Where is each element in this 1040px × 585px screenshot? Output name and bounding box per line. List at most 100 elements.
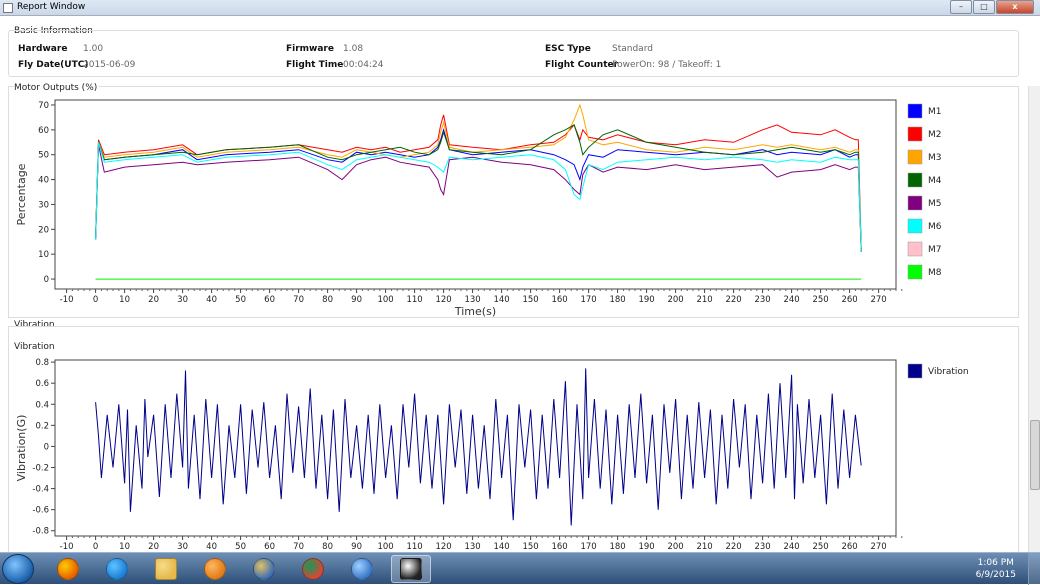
x-tick-label: 160	[551, 295, 567, 305]
scrollbar-thumb[interactable]	[1030, 420, 1040, 490]
legend-label: M5	[928, 199, 942, 209]
x-tick-label: 170	[580, 295, 596, 305]
minimize-button[interactable]: –	[950, 0, 972, 14]
x-tick-label: 250	[812, 542, 828, 552]
x-tick-label: 190	[638, 542, 654, 552]
x-tick-label: 200	[667, 295, 683, 305]
paint-icon	[253, 558, 275, 580]
x-tick-label: 190	[638, 295, 654, 305]
close-button[interactable]: x	[996, 0, 1034, 14]
x-tick-label: 140	[493, 295, 509, 305]
y-axis-label: Percentage	[15, 163, 28, 225]
legend-swatch	[907, 126, 923, 142]
vibration-chart-label: Vibration	[14, 342, 55, 352]
x-tick-label: 150	[522, 295, 538, 305]
x-tick-label: 260	[841, 295, 857, 305]
legend-label: M8	[928, 268, 942, 278]
legend-swatch	[907, 103, 923, 119]
x-tick-label: 120	[435, 542, 451, 552]
x-tick-label: 220	[725, 295, 741, 305]
legend-swatch	[907, 241, 923, 257]
y-tick-label: 50	[38, 151, 49, 161]
clock[interactable]: 1:06 PM 6/9/2015	[976, 557, 1016, 581]
taskbar-button-ie[interactable]	[97, 555, 137, 583]
taskbar-button-paint[interactable]	[244, 555, 284, 583]
y-tick-label: 0.4	[35, 400, 49, 410]
x-tick-label: 130	[464, 295, 480, 305]
firmware-value: 1.08	[343, 44, 364, 54]
x-tick-label: 70	[293, 295, 304, 305]
hardware-value: 1.00	[83, 44, 104, 54]
x-tick-label: 80	[322, 295, 333, 305]
window-title: Report Window	[17, 2, 86, 12]
series-line-m6	[95, 142, 862, 252]
taskbar-button-firefox[interactable]	[48, 555, 88, 583]
taskbar-button-network-app[interactable]	[342, 555, 382, 583]
x-tick-label: 270	[870, 542, 886, 552]
maximize-button[interactable]: □	[973, 0, 995, 14]
y-tick-label: 30	[38, 200, 49, 210]
legend-label: M7	[928, 245, 942, 255]
x-tick-label: 210	[696, 295, 712, 305]
x-tick-label: 100	[377, 542, 393, 552]
legend-swatch	[907, 264, 923, 280]
legend-label: Vibration	[928, 367, 969, 377]
legend-swatch	[907, 363, 923, 379]
x-tick-label: 60	[264, 295, 275, 305]
y-tick-label: 20	[38, 225, 49, 235]
report-app-icon	[400, 558, 422, 580]
x-tick-label: 0	[93, 542, 98, 552]
x-tick-label: 220	[725, 542, 741, 552]
report-content: Basic Information Hardware 1.00 Fly Date…	[0, 16, 1028, 552]
y-tick-label: 0.6	[35, 379, 49, 389]
legend-swatch	[907, 195, 923, 211]
y-tick-label: 0	[44, 275, 49, 285]
legend-label: M3	[928, 153, 942, 163]
y-tick-label: -0.4	[32, 485, 49, 495]
legend-swatch	[907, 149, 923, 165]
y-tick-label: 70	[38, 101, 49, 111]
firmware-key: Firmware	[286, 44, 334, 54]
taskbar-button-explorer[interactable]	[146, 555, 186, 583]
y-tick-label: -0.8	[32, 527, 49, 537]
flight-time-value: 00:04:24	[343, 60, 384, 70]
taskbar-button-chrome[interactable]	[293, 555, 333, 583]
x-tick-label: 140	[493, 542, 509, 552]
y-tick-label: 10	[38, 250, 49, 260]
vertical-scrollbar[interactable]	[1028, 86, 1040, 552]
x-tick-label: 80	[322, 542, 333, 552]
fly-date-value: 2015-06-09	[83, 60, 136, 70]
x-tick-label: 20	[148, 295, 159, 305]
show-desktop-button[interactable]	[1028, 553, 1040, 585]
system-tray: 1:06 PM 6/9/2015	[880, 553, 1040, 585]
title-bar: Report Window – □ x	[0, 0, 1040, 16]
x-tick-label: 20	[148, 542, 159, 552]
motor-outputs-label: Motor Outputs (%)	[14, 83, 100, 93]
legend-label: M4	[928, 176, 942, 186]
explorer-icon	[155, 558, 177, 580]
clock-time: 1:06 PM	[977, 558, 1014, 568]
x-tick-label: 200	[667, 542, 683, 552]
x-tick-label: 100	[377, 295, 393, 305]
hardware-key: Hardware	[18, 44, 68, 54]
y-tick-label: 0.8	[35, 358, 49, 368]
x-tick-label: 70	[293, 542, 304, 552]
app-icon	[3, 3, 13, 13]
y-tick-label: 0	[44, 442, 49, 452]
clock-date: 6/9/2015	[975, 570, 1016, 580]
fly-date-key: Fly Date(UTC)	[18, 60, 89, 70]
esc-type-value: Standard	[612, 44, 653, 54]
start-button[interactable]	[2, 554, 34, 584]
motor-outputs-panel	[8, 86, 1019, 318]
network-app-icon	[351, 558, 373, 580]
x-tick-label: -10	[60, 542, 74, 552]
x-tick-label: 50	[235, 295, 246, 305]
x-tick-label: 40	[206, 295, 217, 305]
x-tick-label: 270	[870, 295, 886, 305]
esc-type-key: ESC Type	[545, 44, 591, 54]
taskbar-button-report-app[interactable]	[391, 555, 431, 583]
media-player-icon	[204, 558, 226, 580]
flight-time-key: Flight Time	[286, 60, 344, 70]
series-line-m4	[95, 124, 862, 252]
taskbar-button-media-player[interactable]	[195, 555, 235, 583]
